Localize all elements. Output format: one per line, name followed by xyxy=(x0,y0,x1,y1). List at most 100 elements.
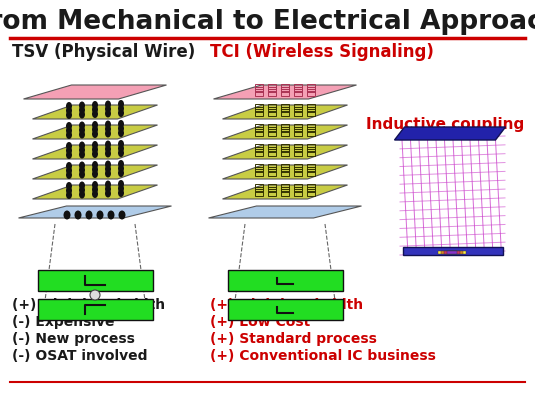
Text: (+) Conventional IC business: (+) Conventional IC business xyxy=(210,349,436,363)
Ellipse shape xyxy=(79,186,85,194)
Bar xyxy=(255,190,263,196)
Bar xyxy=(307,170,315,176)
Ellipse shape xyxy=(79,150,85,158)
Ellipse shape xyxy=(66,191,72,199)
Ellipse shape xyxy=(66,186,72,194)
Polygon shape xyxy=(33,105,157,119)
Ellipse shape xyxy=(105,170,111,178)
Ellipse shape xyxy=(118,169,124,177)
Ellipse shape xyxy=(118,160,124,168)
Ellipse shape xyxy=(118,144,124,152)
Ellipse shape xyxy=(92,146,98,154)
Ellipse shape xyxy=(105,185,111,193)
Ellipse shape xyxy=(79,106,85,114)
Ellipse shape xyxy=(66,151,72,159)
Bar xyxy=(294,107,302,112)
Bar xyxy=(227,299,342,320)
Ellipse shape xyxy=(79,190,85,198)
Ellipse shape xyxy=(92,150,98,158)
Ellipse shape xyxy=(92,110,98,118)
Ellipse shape xyxy=(105,109,111,117)
Ellipse shape xyxy=(66,142,72,150)
Text: Inductive coupling: Inductive coupling xyxy=(366,117,524,132)
Bar xyxy=(268,124,276,128)
Ellipse shape xyxy=(79,130,85,138)
Bar xyxy=(281,184,289,188)
Ellipse shape xyxy=(108,211,114,219)
Ellipse shape xyxy=(79,126,85,134)
Ellipse shape xyxy=(66,162,72,170)
Circle shape xyxy=(90,290,100,300)
Polygon shape xyxy=(402,247,502,255)
Text: (-) New process: (-) New process xyxy=(12,332,135,346)
Bar xyxy=(255,107,263,112)
Polygon shape xyxy=(213,85,356,99)
Ellipse shape xyxy=(105,145,111,153)
Bar xyxy=(307,127,315,132)
Ellipse shape xyxy=(66,131,72,139)
Bar xyxy=(281,130,289,136)
Polygon shape xyxy=(441,251,463,254)
Bar xyxy=(268,150,276,156)
Bar xyxy=(268,164,276,168)
Ellipse shape xyxy=(92,170,98,178)
Ellipse shape xyxy=(118,109,124,117)
Polygon shape xyxy=(33,185,157,199)
Bar xyxy=(268,144,276,148)
Ellipse shape xyxy=(92,161,98,169)
Bar xyxy=(255,167,263,172)
Ellipse shape xyxy=(92,130,98,138)
Bar xyxy=(307,107,315,112)
Bar xyxy=(268,107,276,112)
Polygon shape xyxy=(209,206,362,218)
Bar xyxy=(307,187,315,192)
Ellipse shape xyxy=(79,146,85,154)
Polygon shape xyxy=(33,165,157,179)
Polygon shape xyxy=(223,125,348,139)
Bar xyxy=(37,299,152,320)
Bar xyxy=(281,87,289,92)
Ellipse shape xyxy=(105,180,111,188)
Polygon shape xyxy=(223,105,348,119)
Bar xyxy=(294,83,302,89)
Bar xyxy=(307,164,315,168)
Bar xyxy=(294,124,302,128)
Bar xyxy=(307,91,315,95)
Ellipse shape xyxy=(74,211,81,219)
Bar xyxy=(307,150,315,156)
Bar xyxy=(255,124,263,128)
Text: (+) High bandwidth: (+) High bandwidth xyxy=(12,298,165,312)
Polygon shape xyxy=(223,165,348,179)
Bar xyxy=(255,111,263,115)
Bar xyxy=(37,270,152,291)
Ellipse shape xyxy=(66,107,72,115)
Bar xyxy=(281,91,289,95)
Bar xyxy=(281,103,289,109)
Ellipse shape xyxy=(118,184,124,192)
Bar xyxy=(281,187,289,192)
Bar xyxy=(268,127,276,132)
Polygon shape xyxy=(33,125,157,139)
Ellipse shape xyxy=(92,121,98,129)
Ellipse shape xyxy=(118,149,124,157)
Polygon shape xyxy=(223,145,348,159)
Ellipse shape xyxy=(118,164,124,172)
Ellipse shape xyxy=(92,186,98,194)
Ellipse shape xyxy=(118,129,124,137)
Polygon shape xyxy=(24,85,166,99)
Ellipse shape xyxy=(92,126,98,134)
Bar xyxy=(281,170,289,176)
Text: (+) High bandwidth: (+) High bandwidth xyxy=(210,298,363,312)
Bar xyxy=(268,87,276,92)
Bar xyxy=(294,167,302,172)
Bar xyxy=(307,190,315,196)
Bar xyxy=(255,87,263,92)
Bar xyxy=(255,91,263,95)
Bar xyxy=(294,190,302,196)
Polygon shape xyxy=(444,251,460,254)
Text: From Mechanical to Electrical Approach: From Mechanical to Electrical Approach xyxy=(0,9,535,35)
Text: TSV (Physical Wire): TSV (Physical Wire) xyxy=(12,43,195,61)
Bar xyxy=(294,103,302,109)
Ellipse shape xyxy=(79,142,85,150)
Bar xyxy=(255,130,263,136)
